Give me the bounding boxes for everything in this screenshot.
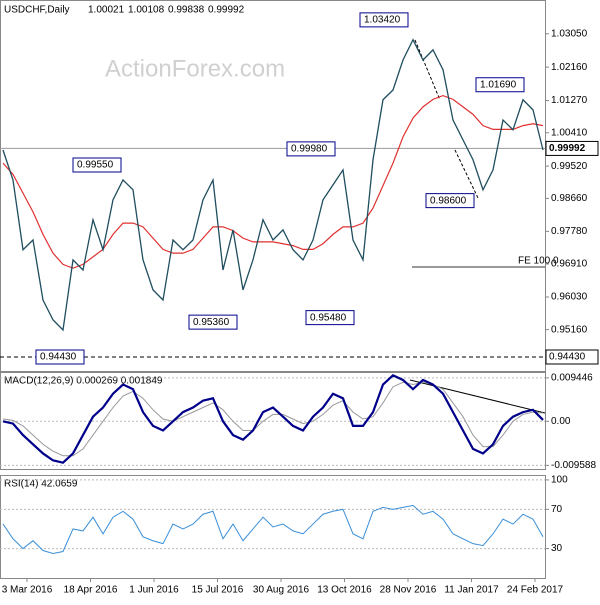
last-price-box: [545, 140, 599, 156]
header-high: 1.00108: [128, 5, 165, 16]
annotation-label: 0.98600: [430, 195, 467, 206]
annotation-label: 0.99550: [77, 160, 114, 171]
annotation-box: [425, 193, 475, 209]
x-tick-label: 24 Feb 2017: [507, 585, 564, 596]
annotation-label: 1.01690: [480, 79, 517, 90]
annotation-box: [188, 314, 238, 330]
y-tick-label: 1.01270: [551, 95, 588, 106]
annotation-box: [72, 157, 122, 173]
y-tick-label: 1.03050: [551, 28, 588, 39]
header-close: 0.99992: [208, 5, 245, 16]
y-tick-label: -0.009588: [551, 460, 596, 471]
macd-line: [2, 374, 544, 464]
header-symbol: USDCHF,Daily: [4, 5, 70, 16]
annotation-box: [475, 77, 525, 93]
y-tick-label: 0.00: [551, 416, 571, 427]
fe-label: FE 100.0: [518, 256, 559, 267]
x-tick-label: 18 Apr 2016: [64, 585, 118, 596]
y-tick-label: 0.99520: [551, 161, 588, 172]
annotation-label: 0.94430: [40, 352, 77, 363]
support-label: 0.94430: [549, 352, 586, 363]
annotation-label: 0.95360: [193, 317, 230, 328]
y-tick-label: 1.02160: [551, 62, 588, 73]
y-tick-label: 70: [551, 504, 563, 515]
price-frame: [0, 0, 546, 372]
y-tick-label: 0.95160: [551, 324, 588, 335]
header-low: 0.99838: [168, 5, 205, 16]
y-tick-label: 0.009446: [551, 373, 593, 384]
annotation-box: [305, 310, 355, 326]
annotation-label: 0.99980: [291, 144, 328, 155]
annotation-label: 0.95480: [310, 312, 347, 323]
rsi-title: RSI(14) 42.0659: [4, 479, 78, 490]
x-tick-label: 30 Aug 2016: [253, 585, 310, 596]
y-tick-label: 0.96030: [551, 292, 588, 303]
y-tick-label: 100: [551, 475, 568, 486]
moving-average: [2, 94, 544, 269]
last-price-label: 0.99992: [549, 143, 586, 154]
support-box: [545, 349, 599, 365]
rsi-line: [2, 504, 544, 554]
y-tick-label: 0.98660: [551, 193, 588, 204]
annotation-label: 1.03420: [364, 15, 401, 26]
annotation-box: [286, 141, 336, 157]
x-tick-label: 15 Jul 2016: [192, 585, 244, 596]
header-open: 1.00021: [88, 5, 125, 16]
x-tick-label: 11 Jan 2017: [444, 585, 499, 596]
signal-line: [2, 381, 544, 457]
macd-title: MACD(12,26,9) 0.000269 0.001849: [4, 376, 163, 387]
trend-line: [454, 149, 479, 199]
y-tick-label: 0.96910: [551, 259, 588, 270]
rsi-frame: [0, 475, 546, 579]
y-tick-label: 0.97780: [551, 226, 588, 237]
trend-line: [414, 39, 441, 101]
price-line: [2, 38, 544, 332]
macd-trend-line: [409, 379, 546, 414]
annotation-box: [359, 12, 409, 28]
x-tick-label: 13 Oct 2016: [317, 585, 372, 596]
annotation-box: [35, 349, 85, 365]
x-tick-label: 1 Jun 2016: [129, 585, 179, 596]
y-tick-label: 1.00410: [551, 127, 588, 138]
x-tick-label: 3 Mar 2016: [2, 585, 53, 596]
y-tick-label: 30: [551, 543, 563, 554]
x-tick-label: 28 Nov 2016: [380, 585, 437, 596]
watermark: ActionForex.com: [105, 55, 285, 82]
